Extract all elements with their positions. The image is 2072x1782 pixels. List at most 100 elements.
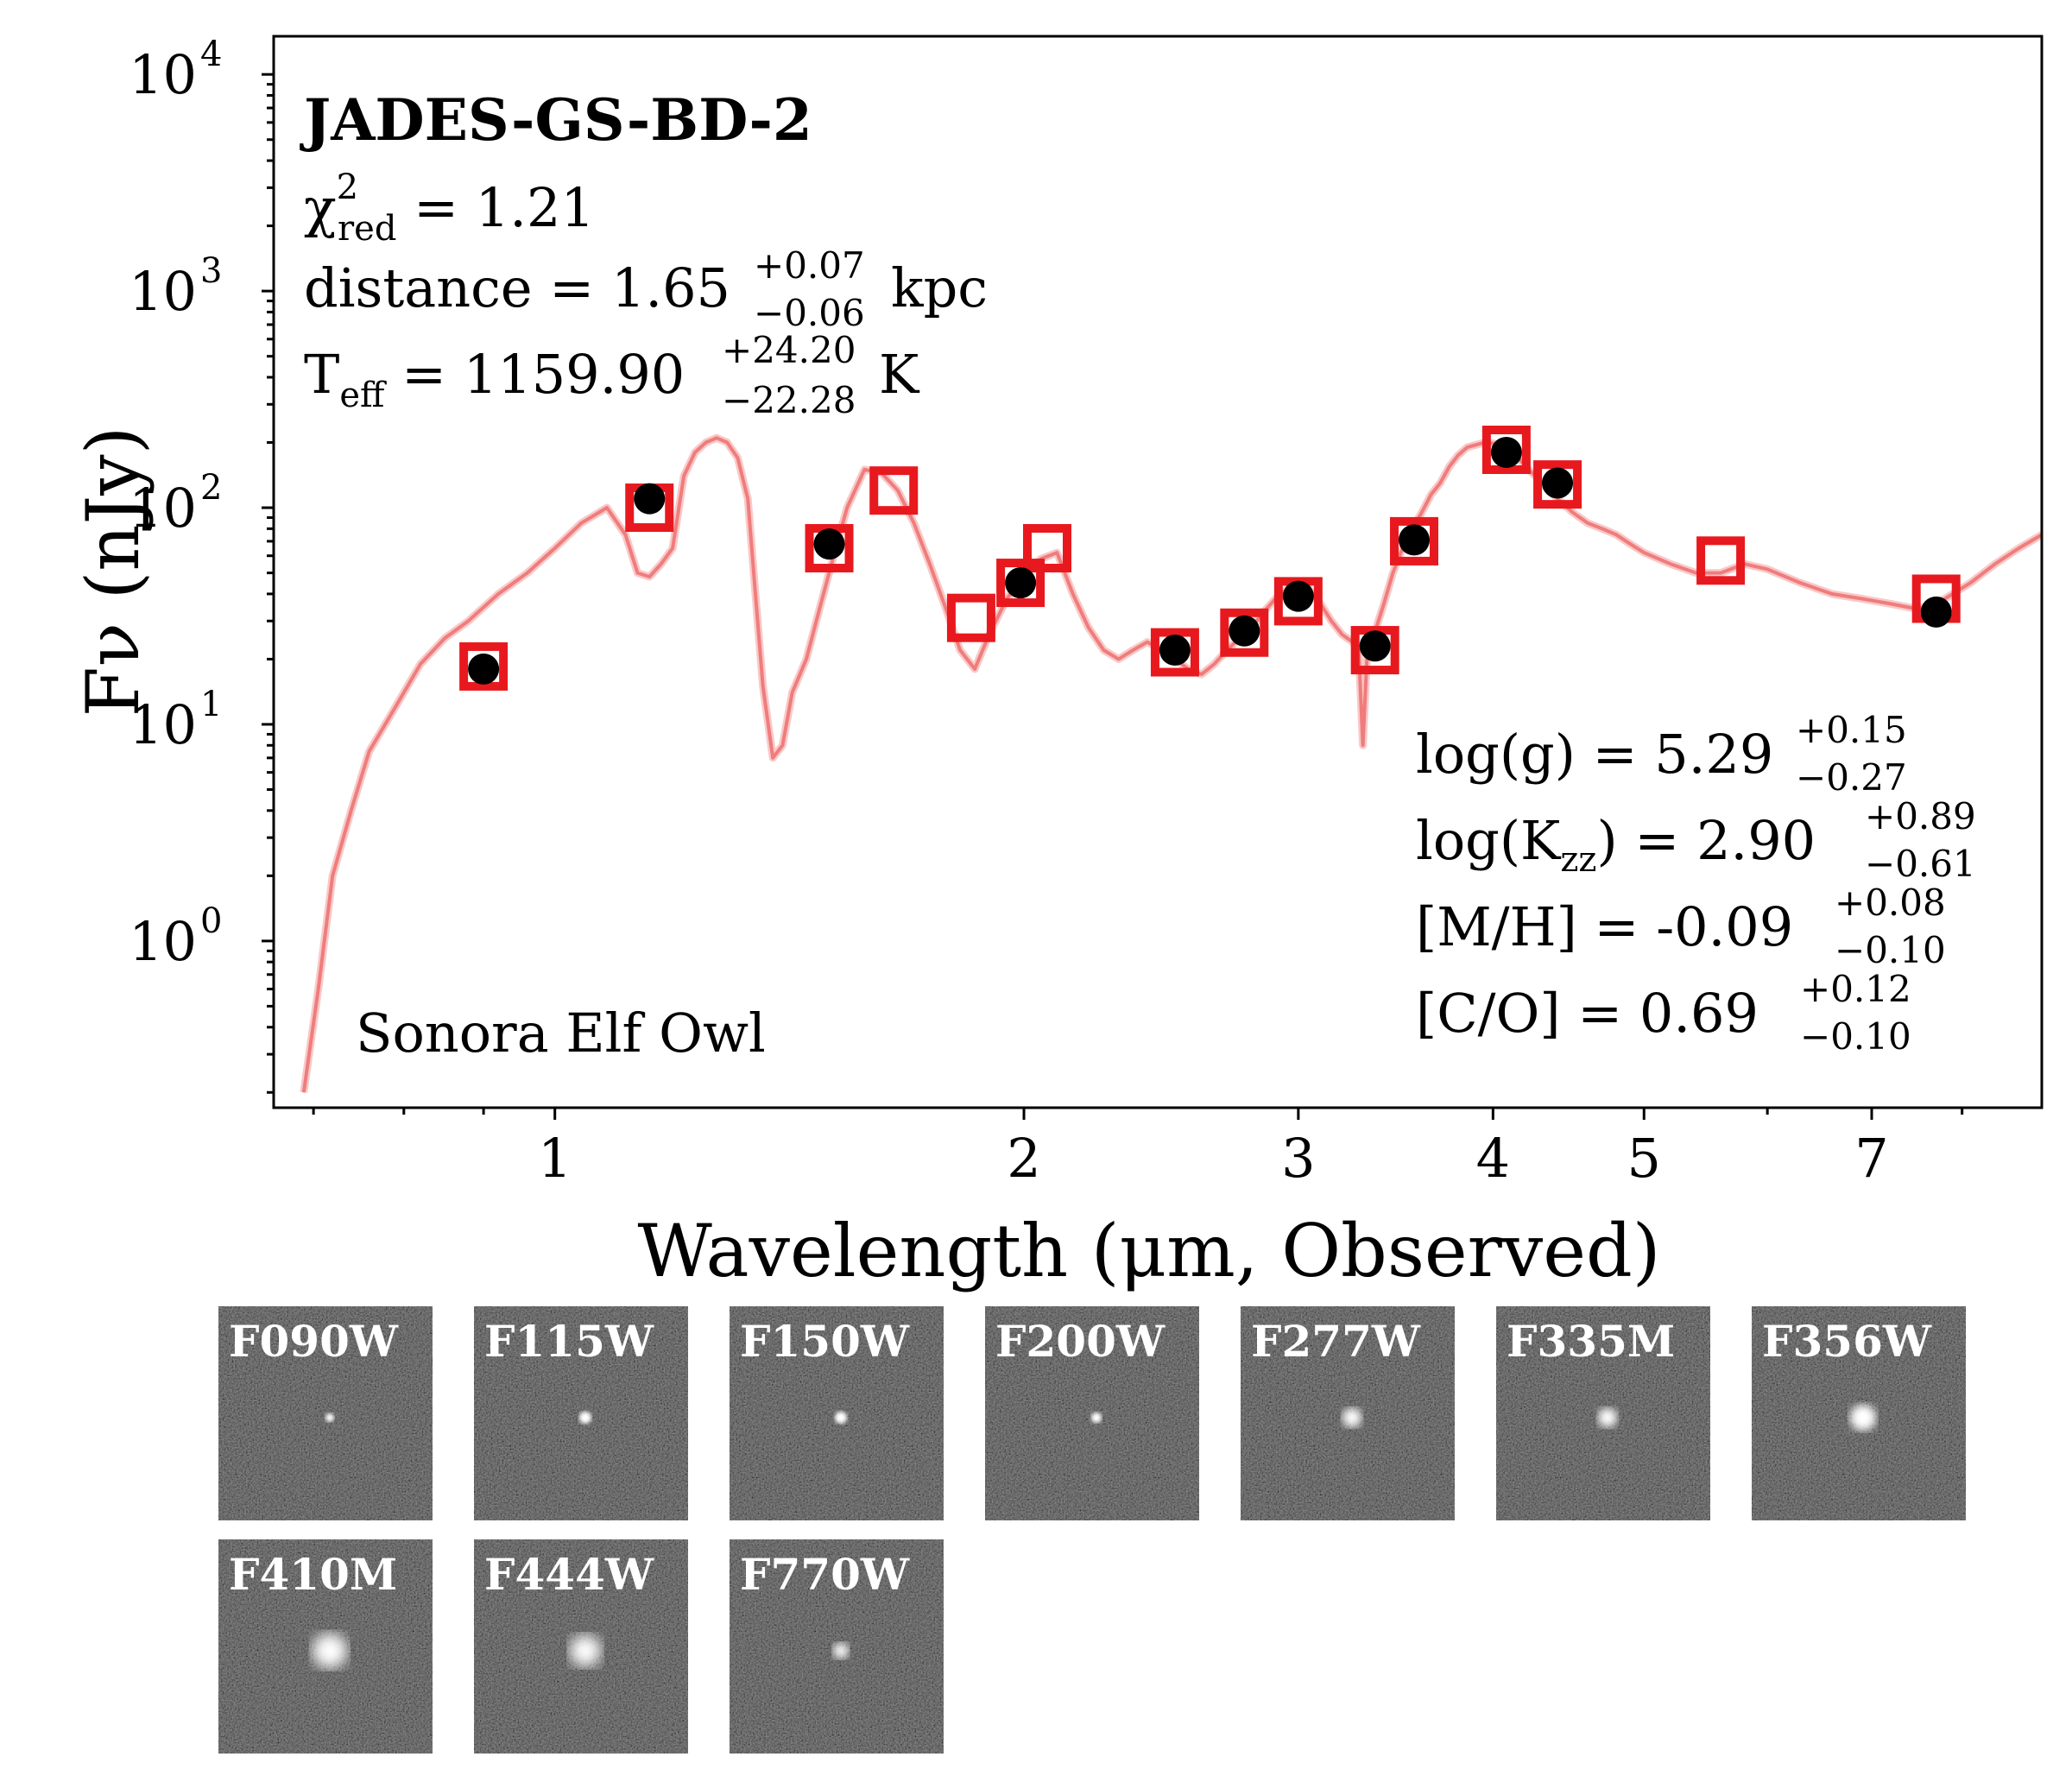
- teff-annotation: Teff = 1159.90 +24.20 −22.28 K: [304, 329, 920, 421]
- x-tick-label: 3: [1281, 1127, 1315, 1190]
- source-blob: [1849, 1404, 1876, 1431]
- x-tick-label: 4: [1476, 1127, 1510, 1190]
- model-point: [996, 559, 1045, 608]
- y-tick-exponent: 3: [200, 251, 222, 291]
- y-tick-exponent: 0: [200, 901, 222, 941]
- svg-text:−22.28: −22.28: [722, 379, 856, 421]
- source-blob: [578, 1411, 591, 1424]
- svg-text:−0.10: −0.10: [1835, 929, 1946, 971]
- x-tick-label: 2: [1007, 1127, 1040, 1190]
- cutout-noise: [730, 1306, 944, 1520]
- svg-text:kpc: kpc: [891, 256, 988, 319]
- svg-text:[M/H] = -0.09: [M/H] = -0.09: [1416, 895, 1793, 958]
- cutout-noise: [985, 1306, 1199, 1520]
- cutout-noise: [218, 1306, 433, 1520]
- model-point: [946, 593, 995, 642]
- svg-text:K: K: [879, 343, 920, 406]
- model-point: [1696, 536, 1746, 585]
- source-blob: [569, 1634, 601, 1666]
- y-tick-label: 10: [129, 910, 197, 973]
- model-point: [459, 641, 509, 691]
- y-tick-label: 10: [129, 43, 197, 106]
- source-blob: [1090, 1412, 1102, 1423]
- svg-text:+0.08: +0.08: [1835, 882, 1946, 924]
- model-point: [1220, 608, 1269, 657]
- cutout-f444w: F444W: [474, 1539, 688, 1754]
- svg-text:log(g) = 5.29: log(g) = 5.29: [1416, 723, 1773, 786]
- svg-text:[C/O] = 0.69: [C/O] = 0.69: [1416, 982, 1759, 1045]
- observed-point: [1282, 580, 1314, 612]
- cutout-label: F335M: [1507, 1316, 1675, 1367]
- svg-text:log(Kzz) = 2.90: log(Kzz) = 2.90: [1416, 809, 1816, 880]
- cutout-panel: F090W F115W F150W F200W F277W F335M F356W F410M…: [218, 1306, 1966, 1754]
- model-spectrum-band: [300, 433, 2042, 1093]
- y-tick-label: 10: [129, 260, 197, 323]
- source-blob: [312, 1633, 347, 1668]
- cutout-f150w: F150W: [730, 1306, 944, 1520]
- cutout-f277w: F277W: [1241, 1306, 1455, 1520]
- observed-point: [1229, 615, 1260, 647]
- cutout-label: F200W: [995, 1316, 1166, 1367]
- cutout-label: F115W: [484, 1316, 654, 1367]
- model-point: [1150, 628, 1199, 677]
- svg-text:+24.20: +24.20: [722, 329, 856, 371]
- logg-annotation: log(g) = 5.29 +0.15 −0.27: [1416, 709, 1907, 799]
- svg-text:+0.89: +0.89: [1865, 795, 1976, 837]
- svg-text:+0.15: +0.15: [1796, 709, 1907, 751]
- model-point: [1350, 626, 1399, 675]
- svg-text:distance = 1.65: distance = 1.65: [304, 256, 730, 319]
- model-point: [1533, 460, 1582, 509]
- svg-text:−0.10: −0.10: [1800, 1015, 1911, 1058]
- source-blob: [325, 1412, 334, 1422]
- cutout-label: F150W: [740, 1316, 910, 1367]
- x-tick-label: 5: [1627, 1127, 1661, 1190]
- cutout-noise: [474, 1306, 688, 1520]
- cutout-label: F410M: [229, 1549, 397, 1600]
- y-tick-label: 10: [129, 477, 197, 540]
- svg-text:+0.12: +0.12: [1800, 968, 1911, 1010]
- cutout-f356w: F356W: [1752, 1306, 1966, 1520]
- cutout-label: F444W: [484, 1549, 654, 1600]
- model-point: [805, 523, 854, 572]
- svg-text:−0.06: −0.06: [754, 292, 865, 334]
- cutout-f090w: F090W: [218, 1306, 433, 1520]
- x-tick-label: 7: [1854, 1127, 1888, 1190]
- mh-annotation: [M/H] = -0.09 +0.08 −0.10: [1416, 882, 1946, 971]
- observed-point: [1542, 467, 1574, 499]
- x-axis-label: Wavelength (μm, Observed): [637, 1209, 1660, 1293]
- cutout-label: F090W: [229, 1316, 399, 1367]
- model-point: [1390, 516, 1439, 566]
- source-blob: [834, 1411, 847, 1424]
- x-tick-label: 1: [538, 1127, 572, 1190]
- svg-text:Teff = 1159.90: Teff = 1159.90: [304, 343, 685, 415]
- cutout-f410m: F410M: [218, 1539, 433, 1754]
- distance-annotation: distance = 1.65 +0.07 −0.06 kpc: [304, 244, 988, 334]
- chi2-annotation: χ2 red = 1.21: [304, 167, 595, 249]
- chart-title: JADES-GS-BD-2: [300, 86, 812, 154]
- cutout-label: F277W: [1251, 1316, 1421, 1367]
- y-tick-exponent: 2: [200, 468, 222, 508]
- y-tick-exponent: 4: [200, 35, 222, 74]
- cutout-label: F770W: [740, 1549, 910, 1600]
- cutout-f115w: F115W: [474, 1306, 688, 1520]
- observed-point: [634, 483, 666, 515]
- observed-point: [1159, 635, 1191, 667]
- observed-point: [1399, 524, 1431, 556]
- source-blob: [832, 1642, 849, 1659]
- model-name-label: Sonora Elf Owl: [356, 1002, 766, 1065]
- model-spectrum-line: [301, 436, 2042, 1093]
- observed-point: [1490, 436, 1522, 468]
- logkzz-annotation: log(Kzz) = 2.90 +0.89 −0.61: [1416, 795, 1976, 885]
- source-blob: [1342, 1407, 1361, 1427]
- y-axis-label: Fν (nJy): [71, 427, 155, 717]
- svg-text:−0.61: −0.61: [1865, 843, 1976, 885]
- svg-text:−0.27: −0.27: [1796, 756, 1907, 799]
- cutout-f335m: F335M: [1496, 1306, 1710, 1520]
- observed-point: [468, 653, 500, 685]
- y-tick-label: 10: [129, 693, 197, 756]
- co-annotation: [C/O] = 0.69 +0.12 −0.10: [1416, 968, 1911, 1058]
- svg-text:+0.07: +0.07: [754, 244, 865, 287]
- observed-point: [1005, 567, 1037, 599]
- observed-point: [1359, 630, 1391, 662]
